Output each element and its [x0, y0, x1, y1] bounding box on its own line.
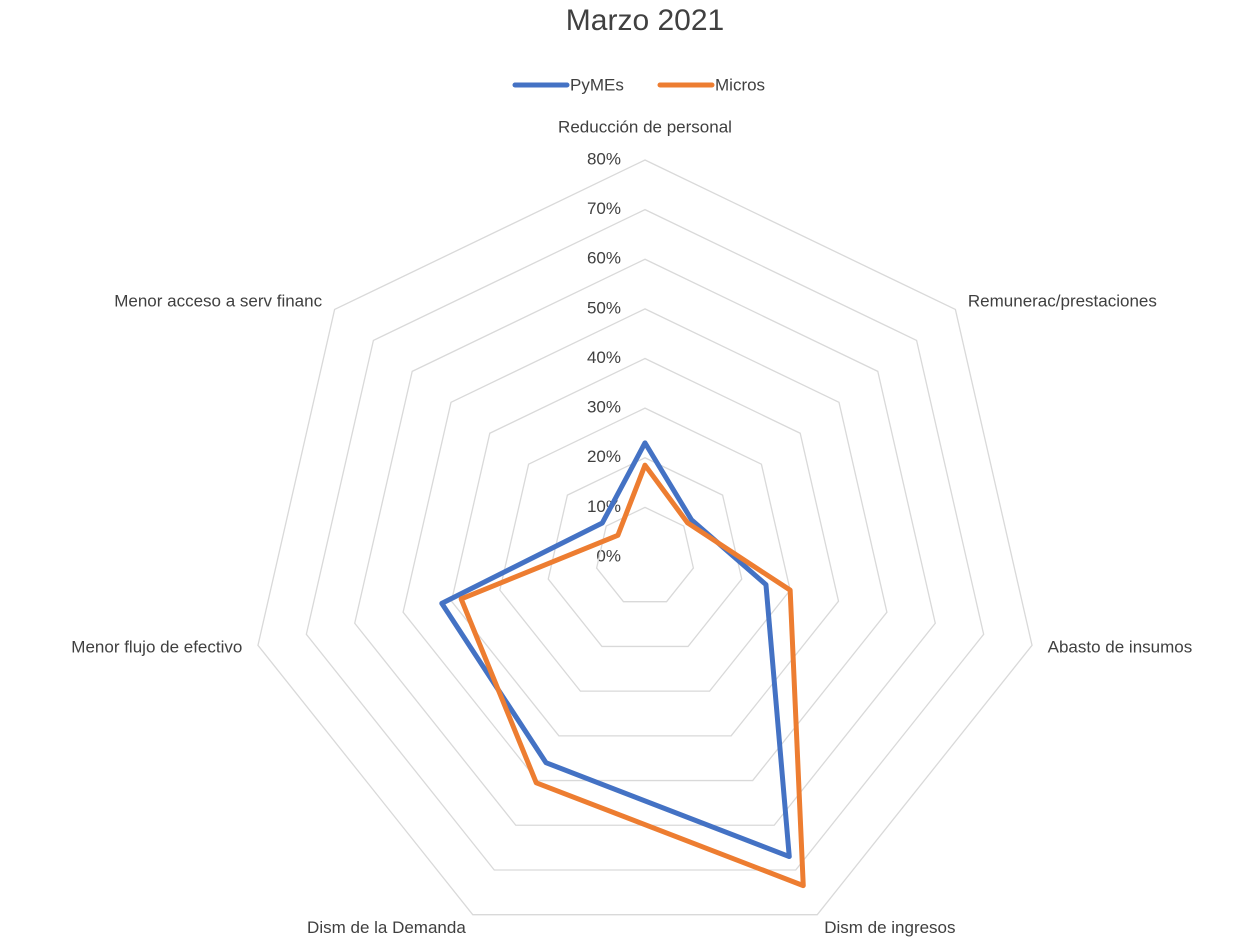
grid-ring [547, 457, 743, 648]
category-label: Abasto de insumos [1048, 637, 1193, 656]
legend-label: Micros [715, 75, 765, 94]
grid-ring [354, 258, 936, 826]
category-label: Menor acceso a serv financ [114, 291, 322, 310]
r-tick-label: 80% [587, 149, 621, 168]
category-label: Remunerac/prestaciones [968, 291, 1157, 310]
category-label: Reducción de personal [558, 117, 732, 136]
legend-label: PyMEs [570, 75, 624, 94]
r-tick-label: 0% [596, 546, 621, 565]
category-label: Dism de ingresos [824, 918, 955, 937]
chart-title: Marzo 2021 [566, 4, 724, 37]
r-tick-label: 20% [587, 447, 621, 466]
grid-ring [450, 357, 840, 737]
grid-ring [257, 159, 1033, 916]
grid-ring [499, 407, 791, 692]
grid-ring [402, 308, 888, 782]
r-tick-label: 70% [587, 199, 621, 218]
r-tick-label: 40% [587, 348, 621, 367]
category-label: Dism de la Demanda [307, 918, 466, 937]
r-tick-label: 30% [587, 398, 621, 417]
grid-ring [595, 506, 695, 603]
r-tick-label: 50% [587, 298, 621, 317]
series-line [458, 462, 806, 889]
r-tick-label: 60% [587, 249, 621, 268]
grid-ring [305, 208, 985, 871]
category-label: Menor flujo de efectivo [71, 637, 242, 656]
